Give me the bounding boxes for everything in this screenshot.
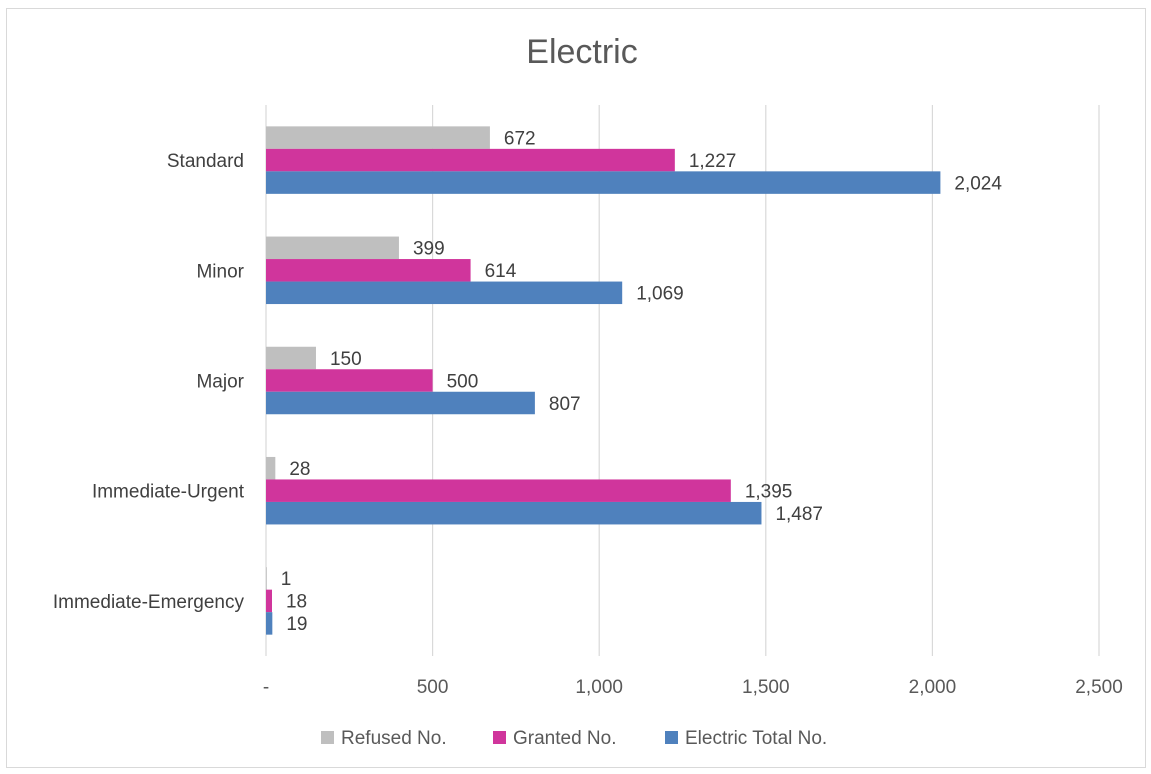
data-label: 18: [286, 592, 307, 613]
bar: [266, 391, 535, 415]
data-label: 28: [289, 459, 310, 480]
legend: Refused No. Granted No. Electric Total No.: [321, 728, 827, 749]
bar: [266, 148, 675, 172]
data-label: 1,227: [689, 151, 737, 172]
data-label: 150: [330, 349, 362, 370]
bar: [266, 456, 276, 480]
bar: [266, 589, 272, 613]
bars: [266, 126, 941, 635]
data-label: 1: [281, 569, 292, 590]
data-label: 2,024: [954, 173, 1002, 194]
data-label: 614: [485, 261, 517, 282]
data-label: 1,487: [775, 504, 823, 525]
data-label: 1,395: [745, 481, 793, 502]
category-label: Standard: [167, 151, 244, 172]
data-labels: 672 1,227 2,024 399 614 1,069 150 500 807 28 1,395…: [281, 128, 1003, 635]
legend-swatch: [493, 731, 506, 744]
category-label: Immediate-Emergency: [53, 592, 245, 613]
chart-frame: [6, 8, 1146, 768]
bar: [266, 369, 433, 392]
bar: [266, 171, 941, 194]
category-label: Major: [196, 372, 244, 393]
data-label: 1,069: [636, 284, 684, 305]
x-axis-ticks: - 500 1,000 1,500 2,000 2,500: [263, 677, 1123, 698]
legend-swatch: [321, 731, 334, 744]
legend-label: Granted No.: [513, 728, 617, 749]
bar: [266, 612, 273, 635]
data-label: 19: [286, 614, 307, 635]
category-label: Minor: [196, 261, 244, 282]
data-label: 807: [549, 394, 581, 415]
x-tick-label: 2,000: [909, 677, 957, 698]
category-label: Immediate-Urgent: [92, 482, 245, 503]
data-label: 500: [447, 371, 479, 392]
category-labels: Standard Minor Major Immediate-Urgent Immedi…: [53, 151, 245, 613]
bar: [266, 479, 731, 502]
bar: [266, 501, 762, 525]
x-tick-label: 1,000: [575, 677, 623, 698]
legend-label: Refused No.: [341, 728, 447, 749]
legend-swatch: [665, 731, 678, 744]
legend-label: Electric Total No.: [685, 728, 827, 749]
gridlines: [265, 105, 1100, 656]
x-tick-label: 2,500: [1075, 677, 1123, 698]
data-label: 672: [504, 128, 536, 149]
data-label: 399: [413, 239, 445, 260]
bar: [266, 126, 490, 149]
x-tick-label: 1,500: [742, 677, 790, 698]
bar: [266, 567, 267, 590]
x-tick-label: -: [263, 677, 269, 698]
bar: [266, 259, 471, 282]
bar: [266, 236, 399, 260]
bar: [266, 281, 623, 305]
chart-title: Electric: [526, 33, 637, 71]
bar: [266, 346, 316, 370]
x-tick-label: 500: [417, 677, 449, 698]
